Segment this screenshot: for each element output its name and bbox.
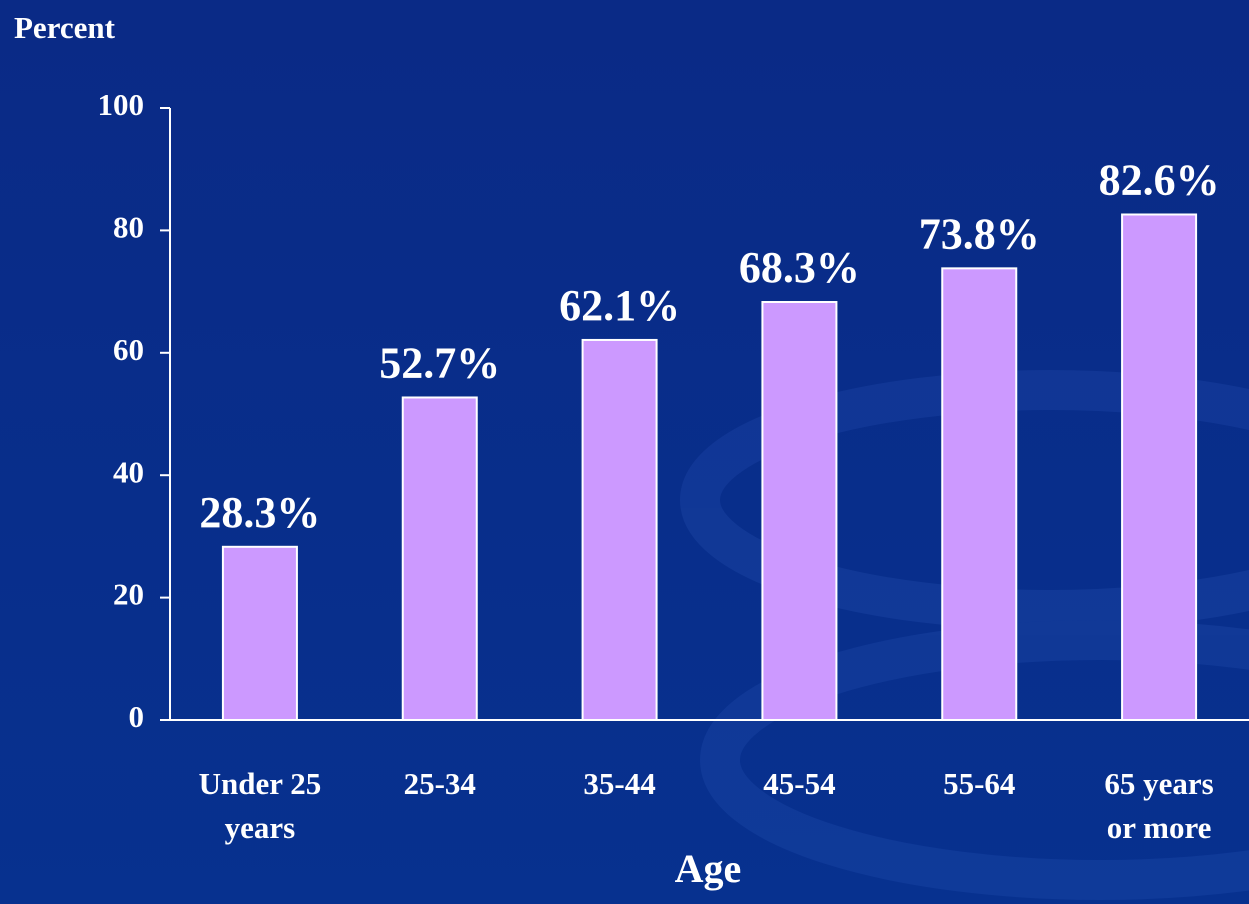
value-label: 62.1% xyxy=(559,281,680,330)
y-tick-label: 80 xyxy=(113,210,144,245)
y-tick-label: 100 xyxy=(98,87,145,122)
bar xyxy=(941,267,1018,721)
value-label: 68.3% xyxy=(739,243,860,292)
x-tick-label: Under 25 years xyxy=(199,766,322,845)
x-axis-label: Age xyxy=(675,846,742,891)
decoration xyxy=(680,370,1249,900)
bar xyxy=(761,301,838,721)
x-tick-label: 25-34 xyxy=(404,766,476,801)
value-label: 73.8% xyxy=(919,209,1040,258)
y-axis-label: Percent xyxy=(14,10,116,45)
bar xyxy=(401,396,478,721)
y-tick-label: 0 xyxy=(129,699,145,734)
bar xyxy=(1121,213,1198,721)
value-label: 52.7% xyxy=(379,338,500,387)
y-tick-label: 20 xyxy=(113,577,144,612)
value-label: 28.3% xyxy=(199,488,320,537)
x-tick-label: 35-44 xyxy=(583,766,655,801)
y-tick-label: 40 xyxy=(113,454,144,489)
value-label: 82.6% xyxy=(1099,155,1220,204)
y-tick-label: 60 xyxy=(113,332,144,367)
x-tick-label: 55-64 xyxy=(943,766,1015,801)
x-tick-label: 45-54 xyxy=(763,766,835,801)
bar xyxy=(581,338,658,721)
x-tick-label: 65 years or more xyxy=(1104,766,1213,845)
bar xyxy=(221,545,298,722)
